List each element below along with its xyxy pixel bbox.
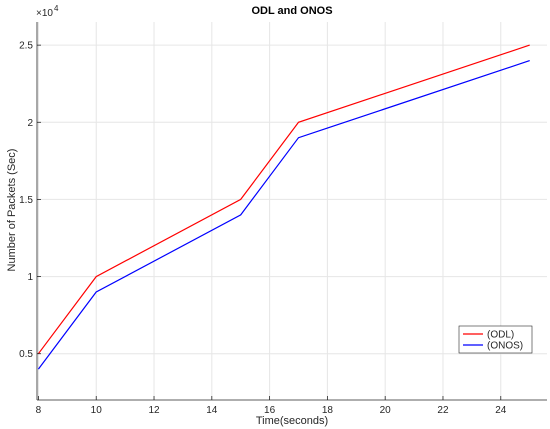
series-line-onos	[37, 60, 530, 370]
chart-title: ODL and ONOS	[251, 5, 332, 17]
x-ticks: 8 10 12 14 16 18 20 22 24	[36, 396, 507, 416]
x-tick-label: 24	[495, 405, 507, 416]
y-ticks: 0.5 1 1.5 2 2.5	[19, 41, 41, 360]
axes	[36, 22, 547, 401]
y-exponent-power: 4	[54, 4, 59, 13]
legend: (ODL)(ONOS)	[458, 325, 533, 354]
series-lines	[37, 44, 530, 370]
series-line-odl	[37, 44, 530, 355]
y-exponent-base: ×10	[36, 8, 53, 19]
x-tick-label: 8	[36, 405, 42, 416]
x-tick-label: 16	[264, 405, 276, 416]
x-tick-label: 14	[206, 405, 218, 416]
y-tick-label: 2	[27, 118, 33, 129]
legend-entry: (ODL)	[487, 330, 514, 341]
legend-box	[458, 325, 533, 354]
x-axis-label: Time(seconds)	[256, 415, 328, 427]
x-tick-label: 18	[322, 405, 334, 416]
x-tick-label: 22	[437, 405, 449, 416]
y-exponent: ×10 4	[36, 4, 59, 19]
x-tick-label: 20	[380, 405, 392, 416]
y-tick-label: 1	[27, 272, 33, 283]
y-tick-label: 2.5	[19, 41, 33, 52]
x-tick-label: 10	[91, 405, 103, 416]
y-axis-label: Number of Packets (Sec)	[6, 149, 18, 272]
y-tick-label: 0.5	[19, 349, 33, 360]
legend-entry: (ONOS)	[487, 341, 523, 352]
y-tick-label: 1.5	[19, 195, 33, 206]
grid-lines	[37, 22, 547, 400]
x-tick-label: 12	[148, 405, 160, 416]
